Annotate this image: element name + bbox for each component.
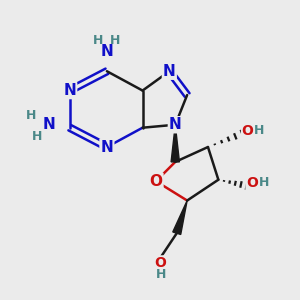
Text: N: N xyxy=(169,117,182,132)
Polygon shape xyxy=(171,125,179,162)
Text: O: O xyxy=(149,174,162,189)
Text: H: H xyxy=(254,124,265,137)
Text: H: H xyxy=(110,34,120,46)
Text: H: H xyxy=(156,268,166,281)
Text: O: O xyxy=(154,256,166,270)
Text: H: H xyxy=(26,109,36,122)
Text: O: O xyxy=(246,176,258,190)
Text: H: H xyxy=(93,34,103,46)
Text: O: O xyxy=(242,124,254,138)
Text: H: H xyxy=(32,130,42,142)
Text: N: N xyxy=(43,117,55,132)
Text: N: N xyxy=(163,64,176,79)
Text: N: N xyxy=(101,44,114,59)
Text: N: N xyxy=(63,83,76,98)
Text: H: H xyxy=(259,176,269,189)
Polygon shape xyxy=(173,200,187,235)
Text: N: N xyxy=(100,140,113,154)
